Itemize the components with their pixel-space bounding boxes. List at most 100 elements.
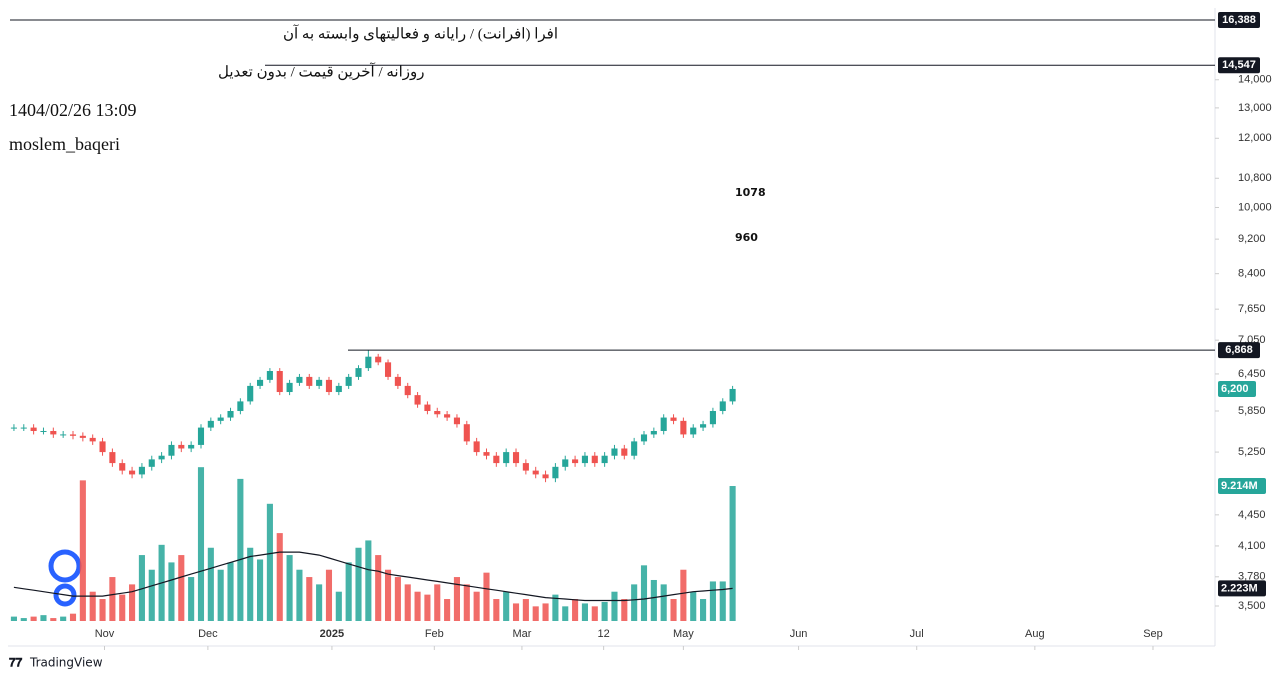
candle-body	[483, 452, 490, 456]
candle-body	[247, 385, 254, 402]
candle-body	[99, 441, 106, 453]
candle-body	[493, 455, 500, 464]
y-tick-label: 10,800	[1238, 172, 1272, 184]
volume-bar	[542, 603, 549, 621]
x-tick-label: 2025	[320, 628, 344, 640]
volume-bar	[611, 591, 618, 621]
last-price-badge	[1218, 380, 1256, 397]
y-tick-label: 4,100	[1238, 540, 1266, 552]
candle-body	[719, 401, 726, 412]
candle-body	[424, 404, 431, 412]
x-tick-label: May	[673, 628, 694, 640]
candle-body	[660, 417, 667, 431]
volume-bar	[532, 606, 539, 621]
candle-body	[434, 411, 441, 415]
volume-bar	[591, 606, 598, 621]
candle-body	[670, 417, 677, 421]
candle-body	[355, 368, 362, 377]
volume-bar	[60, 616, 67, 621]
candle-body	[227, 411, 234, 418]
y-tick-label: 3,780	[1238, 571, 1266, 583]
symbol-title: افرا (افرانت) / رایانه و فعالیتهای وابست…	[283, 24, 558, 42]
candle-body	[325, 379, 333, 393]
volume-bar	[512, 603, 520, 621]
volume-bar	[404, 584, 411, 621]
candle-body	[542, 474, 549, 479]
x-tick-label: Dec	[198, 628, 218, 640]
volume-bar	[375, 555, 382, 621]
candle-body	[680, 420, 687, 435]
volume-bar	[119, 594, 126, 621]
volume-bar	[434, 584, 441, 621]
volume-bar	[503, 591, 510, 621]
volume-bar	[463, 584, 470, 621]
volume-bar	[572, 599, 579, 621]
brand: TradingView	[29, 656, 103, 670]
candle-body	[562, 459, 569, 467]
level-label: 6,868	[1225, 344, 1253, 356]
y-tick-label: 8,400	[1238, 268, 1266, 280]
y-tick-label: 13,000	[1238, 102, 1272, 114]
y-tick-label: 6,450	[1238, 368, 1266, 380]
volume-bar	[257, 559, 264, 621]
volume-bar	[424, 594, 431, 621]
annotation: 1078	[735, 186, 766, 199]
candle-body	[463, 424, 470, 442]
candle-body	[89, 437, 96, 442]
candle-body	[552, 466, 559, 479]
level-label: 16,388	[1222, 14, 1256, 26]
level-label: 14,547	[1222, 59, 1256, 71]
volume-bar	[266, 503, 273, 621]
candle-body	[178, 444, 185, 449]
volume-bar	[493, 599, 500, 621]
volume-bar	[414, 591, 421, 621]
volume-bar	[50, 618, 57, 621]
candle-body	[640, 434, 648, 442]
volume-bar	[168, 562, 175, 621]
candle-body	[581, 455, 588, 464]
volume-bar	[355, 547, 362, 621]
x-tick-label: Feb	[425, 628, 444, 640]
volume-bar	[296, 569, 303, 621]
y-tick-label: 14,000	[1238, 74, 1272, 86]
volume-bar	[99, 599, 106, 621]
y-tick-label: 9,200	[1238, 233, 1266, 245]
candle-body	[138, 466, 145, 475]
volume-bar	[483, 572, 490, 621]
candle-body	[79, 435, 86, 438]
volume-ma-line	[13, 551, 733, 602]
y-tick-label: 7,650	[1238, 303, 1266, 315]
candle-body	[40, 430, 47, 432]
candle-body	[473, 441, 480, 453]
volume-bar	[522, 599, 529, 621]
candle-body	[709, 411, 716, 425]
volume-bar	[365, 540, 372, 621]
volume-bar	[217, 569, 224, 621]
x-tick-label: Jun	[790, 628, 808, 640]
candle-body	[266, 371, 273, 380]
volume-bar	[601, 601, 608, 621]
candle-body	[345, 376, 352, 386]
volume-bar	[188, 577, 195, 621]
volume-bar	[129, 584, 136, 621]
candle-body	[20, 427, 27, 429]
volume-bar	[30, 616, 37, 621]
volume-bar	[345, 562, 352, 621]
level-badge	[1218, 11, 1260, 28]
candle-body	[109, 452, 116, 464]
volume-bar	[690, 591, 697, 621]
last-price-label: 6,200	[1221, 383, 1249, 395]
volume-bar	[20, 618, 27, 621]
y-tick-label: 3,500	[1238, 600, 1266, 612]
volume-bar	[286, 555, 293, 621]
candle-body	[257, 379, 264, 386]
volume-bar	[109, 577, 116, 621]
candle-body	[394, 376, 401, 386]
volume-bar	[335, 591, 342, 621]
candle-body	[414, 395, 421, 405]
candle-body	[453, 417, 461, 425]
volume-bar	[276, 533, 283, 621]
candle-body	[365, 356, 372, 369]
last-volume-badge	[1218, 478, 1266, 495]
